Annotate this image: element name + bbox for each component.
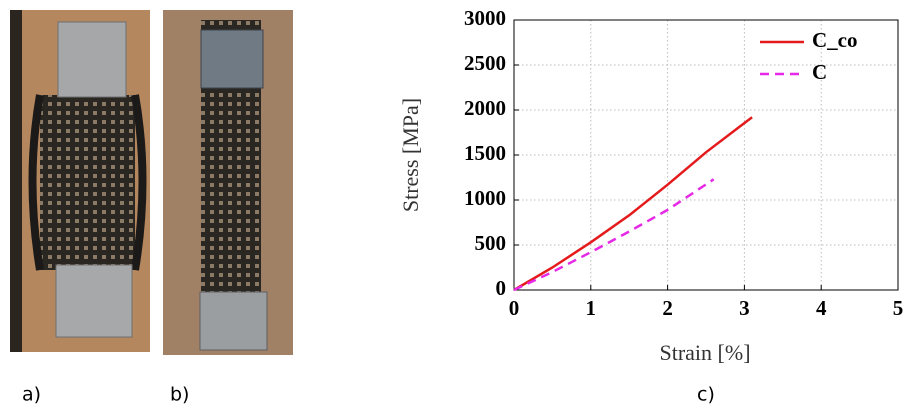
y-tick-label: 3000 (464, 6, 506, 30)
panel-label: c) (697, 384, 715, 406)
y-axis-label: Stress [MPa] (398, 98, 423, 212)
plot-frame (513, 19, 899, 291)
photo-b (163, 10, 293, 355)
x-tick-label: 0 (509, 296, 520, 320)
panel-label: b) (170, 384, 189, 406)
data-line (513, 116, 753, 292)
x-tick-label: 5 (893, 296, 904, 320)
y-tick-label: 2500 (464, 51, 506, 75)
y-tick-label: 500 (475, 231, 507, 255)
legend-label: C_co (812, 28, 858, 52)
x-tick-label: 1 (586, 296, 597, 320)
y-tick-label: 1500 (464, 141, 506, 165)
x-tick-label: 2 (662, 296, 673, 320)
x-tick-label: 3 (739, 296, 750, 320)
y-tick-label: 2000 (464, 96, 506, 120)
x-axis-label: Strain [%] (659, 340, 750, 365)
photo-a (10, 10, 150, 352)
panel-label: a) (22, 384, 41, 406)
y-tick-label: 1000 (464, 186, 506, 210)
data-line (513, 178, 715, 292)
legend-label: C (812, 60, 827, 84)
chart: Strain [%] Stress [MPa] 0 500 1000 1500 2000… (398, 6, 903, 365)
y-tick-label: 0 (496, 276, 507, 300)
x-tick-label: 4 (816, 296, 827, 320)
